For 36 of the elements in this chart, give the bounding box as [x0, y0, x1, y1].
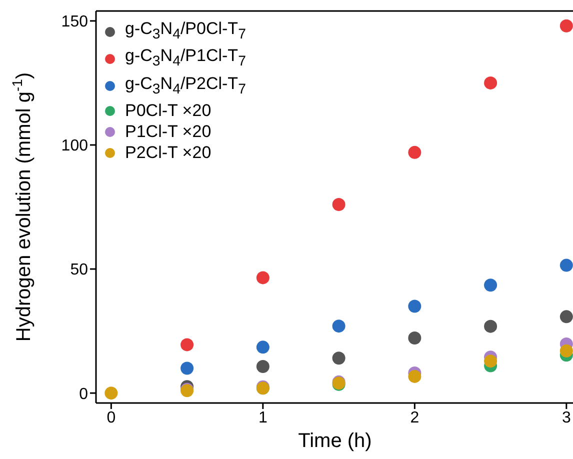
point — [484, 76, 498, 90]
point — [408, 146, 422, 159]
y-tick-label: 100 — [61, 138, 88, 155]
point — [408, 331, 422, 344]
x-tick-label: 3 — [562, 409, 571, 426]
point — [408, 300, 422, 313]
point — [560, 344, 573, 358]
point — [484, 320, 498, 333]
point — [484, 354, 498, 368]
point — [560, 310, 573, 324]
x-axis-title: Time (h) — [298, 430, 372, 452]
point — [256, 340, 270, 354]
point — [332, 320, 346, 333]
point — [256, 360, 270, 374]
point — [332, 352, 346, 365]
legend-label: g-C$_{3}$N$_{4}$/P2Cl-T$_{7}$ — [125, 72, 246, 100]
point — [484, 278, 498, 292]
point — [332, 198, 346, 212]
point — [560, 19, 573, 32]
x-tick-label: 2 — [410, 409, 420, 426]
legend-label: P0Cl-T ×20 — [125, 100, 212, 122]
point — [180, 362, 194, 375]
x-tick-label: 0 — [106, 409, 116, 426]
legend-label: P2Cl-T ×20 — [125, 142, 212, 164]
point — [256, 271, 270, 284]
legend-label: P1Cl-T ×20 — [125, 121, 212, 142]
x-tick-label: 1 — [258, 409, 268, 426]
legend-label: g-C$_{3}$N$_{4}$/P1Cl-T$_{7}$ — [125, 45, 246, 72]
y-tick-label: 150 — [61, 14, 88, 31]
point — [180, 338, 194, 352]
y-tick-label: 0 — [79, 386, 88, 403]
point — [408, 370, 422, 383]
point — [560, 258, 573, 272]
point — [104, 386, 118, 400]
y-tick-label: 50 — [70, 262, 88, 279]
legend-label: g-C$_{3}$N$_{4}$/P0Cl-T$_{7}$ — [125, 18, 246, 44]
